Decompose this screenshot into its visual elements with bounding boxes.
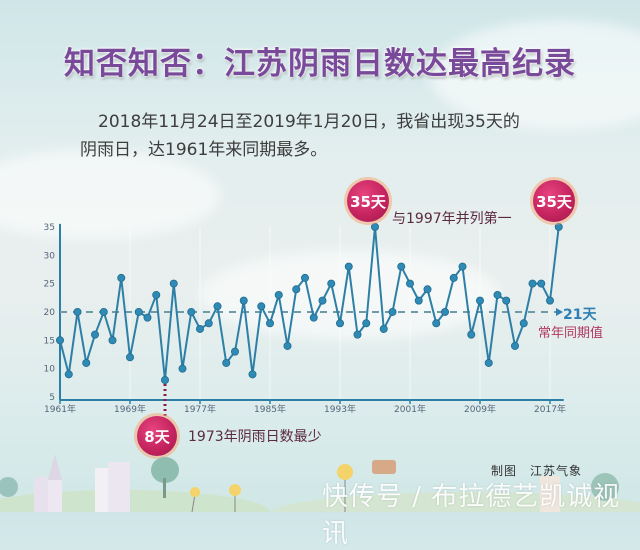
data-point xyxy=(467,330,476,339)
max-2018-badge: 35天 xyxy=(536,193,572,211)
data-point xyxy=(178,364,187,373)
data-point xyxy=(379,324,388,333)
intro-line-2: 阴雨日，达1961年来同期最多。 xyxy=(80,140,328,160)
watermark: 快传号 / 布拉德艺凯诚视讯 xyxy=(322,482,621,549)
data-point xyxy=(257,302,266,311)
intro-text: 2018年11月24日至2019年1月20日，我省出现35天的 阴雨日，达196… xyxy=(80,108,580,164)
data-point xyxy=(414,296,423,305)
data-point xyxy=(397,262,406,271)
y-tick-label: 35 xyxy=(44,223,55,233)
data-point xyxy=(388,307,397,316)
data-point xyxy=(300,273,309,282)
x-tick-label: 2001年 xyxy=(394,403,426,415)
data-point xyxy=(335,319,344,328)
y-tick-label: 30 xyxy=(44,251,56,261)
data-point xyxy=(143,313,152,322)
x-tick-label: 1977年 xyxy=(184,403,216,415)
data-point xyxy=(423,285,432,294)
y-tick-label: 25 xyxy=(44,280,55,290)
data-point xyxy=(344,262,353,271)
data-point xyxy=(353,330,362,339)
data-point xyxy=(475,296,484,305)
max-1997-badge: 35天 xyxy=(350,193,386,211)
data-point xyxy=(73,307,82,316)
y-tick-label: 20 xyxy=(44,308,56,318)
data-point xyxy=(99,307,108,316)
data-point xyxy=(309,313,318,322)
data-point xyxy=(248,370,257,379)
rainy-days-line-chart: 5 10 15 20 25 30 35 1961年 1969年 1977年 1985年 1993年 20… xyxy=(44,222,566,418)
data-point xyxy=(484,358,493,367)
data-point xyxy=(318,296,327,305)
x-tick-label: 2017年 xyxy=(534,403,566,415)
data-point xyxy=(502,296,511,305)
data-point xyxy=(554,222,563,231)
data-point xyxy=(187,307,196,316)
data-point xyxy=(82,358,91,367)
x-tick-label: 2009年 xyxy=(464,403,496,415)
data-point xyxy=(458,262,467,271)
data-point xyxy=(230,347,239,356)
chart-credit: 制图 江苏气象 xyxy=(490,464,582,478)
y-tick-label: 10 xyxy=(44,365,56,375)
data-point xyxy=(169,279,178,288)
max-1997-balloon: 35天 xyxy=(347,180,389,222)
x-tick-label: 1993年 xyxy=(324,403,356,415)
data-point xyxy=(327,279,336,288)
data-point xyxy=(449,273,458,282)
data-point xyxy=(126,353,135,362)
min-1973-balloon: 8天 xyxy=(137,416,177,456)
data-point xyxy=(204,319,213,328)
average-value-label: 21天 xyxy=(563,307,597,323)
intro-line-1: 2018年11月24日至2019年1月20日，我省出现35天的 xyxy=(98,112,520,132)
x-tick-label: 1961年 xyxy=(44,403,76,415)
data-point xyxy=(152,290,161,299)
y-tick-label: 5 xyxy=(49,393,55,403)
y-tick-label: 15 xyxy=(44,336,55,346)
data-point xyxy=(265,319,274,328)
data-point xyxy=(213,302,222,311)
data-point xyxy=(519,319,528,328)
cloud-decoration xyxy=(430,20,640,130)
min-1973-annotation: 1973年阴雨日数最少 xyxy=(188,429,322,445)
x-tick-label: 1969年 xyxy=(114,403,146,415)
data-point xyxy=(493,290,502,299)
data-point xyxy=(239,296,248,305)
max-2018-balloon: 35天 xyxy=(533,180,575,222)
x-tick-label: 1985年 xyxy=(254,403,286,415)
data-point xyxy=(292,285,301,294)
data-point xyxy=(91,330,100,339)
data-point xyxy=(117,273,126,282)
average-caption: 常年同期值 xyxy=(538,326,604,341)
data-point xyxy=(440,307,449,316)
data-point xyxy=(432,319,441,328)
data-point xyxy=(537,279,546,288)
data-point xyxy=(108,336,117,345)
data-point xyxy=(274,290,283,299)
data-point xyxy=(510,341,519,350)
cloud-decoration xyxy=(0,150,220,240)
average-arrow-icon xyxy=(556,307,563,316)
min-1973-badge: 8天 xyxy=(144,428,170,446)
max-1997-annotation: 与1997年并列第一 xyxy=(392,211,512,227)
data-point xyxy=(528,279,537,288)
data-point xyxy=(160,375,169,384)
data-point xyxy=(195,324,204,333)
city-scenery-illustration xyxy=(0,454,640,512)
data-point xyxy=(405,279,414,288)
data-point xyxy=(283,341,292,350)
data-point xyxy=(370,222,379,231)
data-point xyxy=(546,296,555,305)
page-title: 知否知否：江苏阴雨日数达最高纪录 xyxy=(64,46,576,82)
data-point xyxy=(134,307,143,316)
data-point xyxy=(56,336,65,345)
data-point xyxy=(222,358,231,367)
data-point xyxy=(64,370,73,379)
data-point xyxy=(362,319,371,328)
series-line xyxy=(59,225,560,381)
